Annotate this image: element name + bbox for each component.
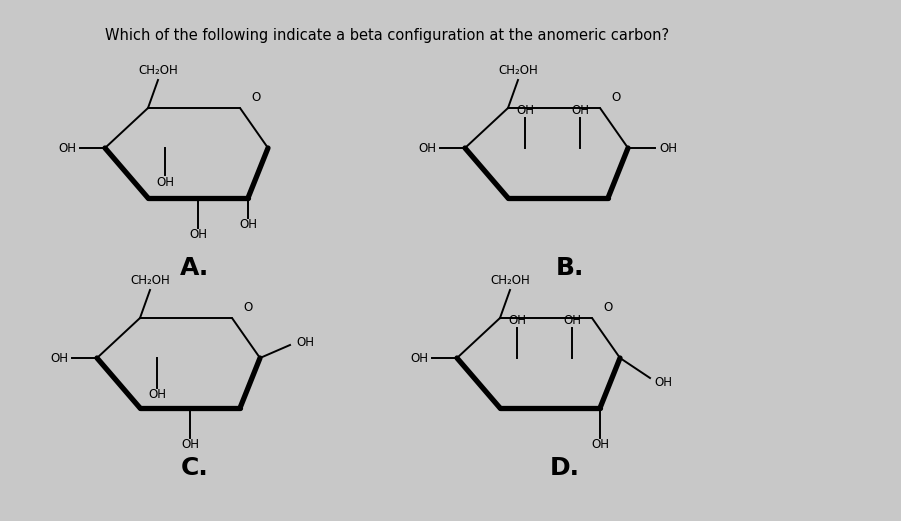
Text: CH₂OH: CH₂OH [498, 64, 538, 77]
Text: OH: OH [508, 315, 526, 328]
Text: OH: OH [189, 229, 207, 242]
Text: Which of the following indicate a beta configuration at the anomeric carbon?: Which of the following indicate a beta c… [105, 28, 669, 43]
Text: OH: OH [156, 176, 174, 189]
Text: OH: OH [654, 376, 672, 389]
Text: OH: OH [410, 352, 428, 365]
Text: O: O [604, 301, 613, 314]
Text: OH: OH [571, 105, 589, 118]
Text: O: O [251, 91, 260, 104]
Text: OH: OH [148, 389, 166, 402]
Text: OH: OH [239, 218, 257, 231]
Text: B.: B. [556, 256, 584, 280]
Text: OH: OH [296, 336, 314, 349]
Text: OH: OH [591, 439, 609, 452]
Text: A.: A. [180, 256, 210, 280]
Text: CH₂OH: CH₂OH [490, 274, 530, 287]
Text: CH₂OH: CH₂OH [130, 274, 170, 287]
Text: OH: OH [181, 439, 199, 452]
Text: OH: OH [516, 105, 534, 118]
Text: OH: OH [659, 142, 677, 155]
Text: D.: D. [550, 456, 580, 480]
Text: OH: OH [418, 142, 436, 155]
Text: OH: OH [50, 352, 68, 365]
Text: O: O [612, 91, 621, 104]
Text: OH: OH [563, 315, 581, 328]
Text: C.: C. [181, 456, 209, 480]
Text: CH₂OH: CH₂OH [138, 64, 177, 77]
Text: O: O [243, 301, 252, 314]
Text: OH: OH [58, 142, 76, 155]
